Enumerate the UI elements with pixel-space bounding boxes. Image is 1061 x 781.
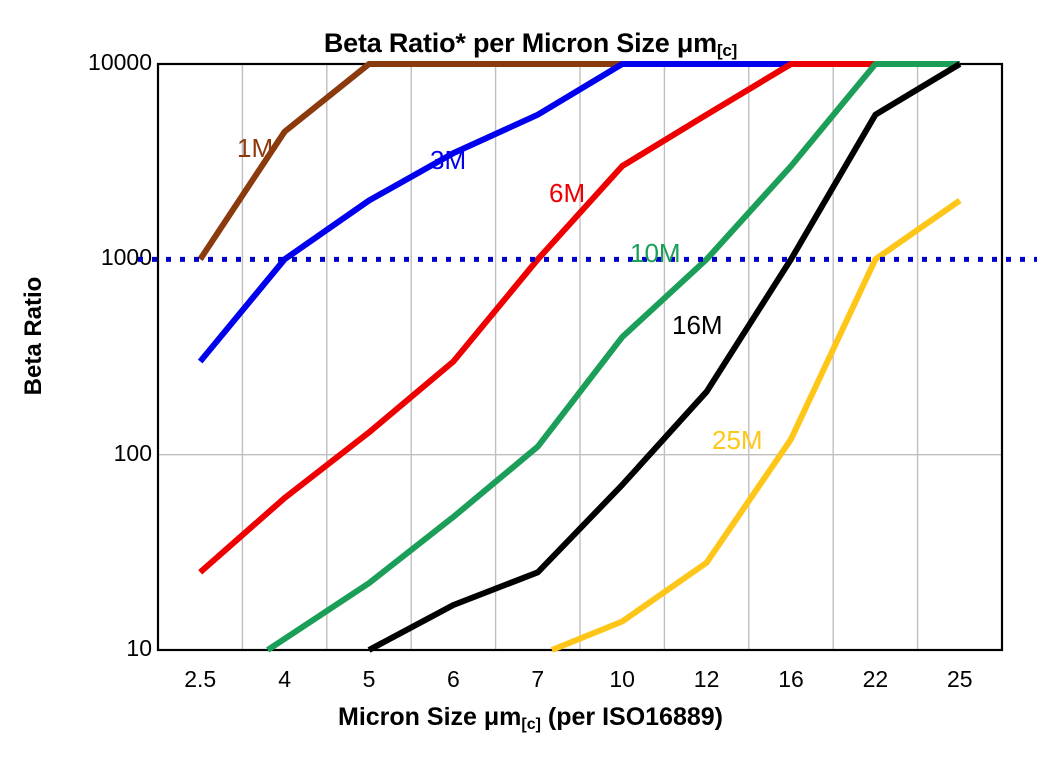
series-label-3m: 3M (430, 145, 467, 175)
series-label-10m: 10M (630, 238, 681, 268)
chart-title-subscript: [c] (716, 41, 738, 60)
x-tick-label: 25 (947, 666, 973, 692)
x-tick-label: 4 (278, 666, 291, 692)
x-axis-title: Micron Size μm[c] (per ISO16889) (0, 703, 1061, 734)
x-tick-label: 16 (778, 666, 804, 692)
x-tick-label: 6 (446, 666, 460, 692)
x-tick-label: 12 (693, 666, 720, 692)
x-tick-label: 10 (609, 666, 635, 692)
y-axis-ticks: 10000 1000 100 10 (48, 0, 152, 781)
series-line-10m (266, 61, 960, 653)
x-tick-label: 7 (531, 666, 545, 692)
series-line-6m (198, 61, 960, 575)
y-tick-label: 1000 (100, 244, 152, 271)
x-tick-label: 22 (862, 666, 889, 692)
chart-title: Beta Ratio* per Micron Size μm[c] (0, 28, 1061, 61)
y-tick-label: 10 (126, 635, 152, 661)
series-label-6m: 6M (549, 178, 586, 208)
x-axis-title-tail: (per ISO16889) (540, 703, 723, 731)
x-axis-title-subscript: [c] (521, 716, 541, 733)
y-tick-label: 10000 (88, 49, 152, 75)
series-label-1m: 1M (237, 133, 274, 163)
x-axis-title-main: Micron Size μm (338, 703, 522, 731)
series-line-25m (550, 198, 962, 653)
y-tick-label: 100 (113, 439, 152, 466)
x-tick-label: 5 (362, 666, 376, 692)
x-tick-label: 2.5 (184, 666, 217, 692)
series-label-25m: 25M (712, 425, 763, 455)
chart-title-main: Beta Ratio* per Micron Size μm (323, 28, 717, 58)
series-line-16m (367, 61, 962, 653)
series-label-16m: 16M (672, 310, 723, 340)
